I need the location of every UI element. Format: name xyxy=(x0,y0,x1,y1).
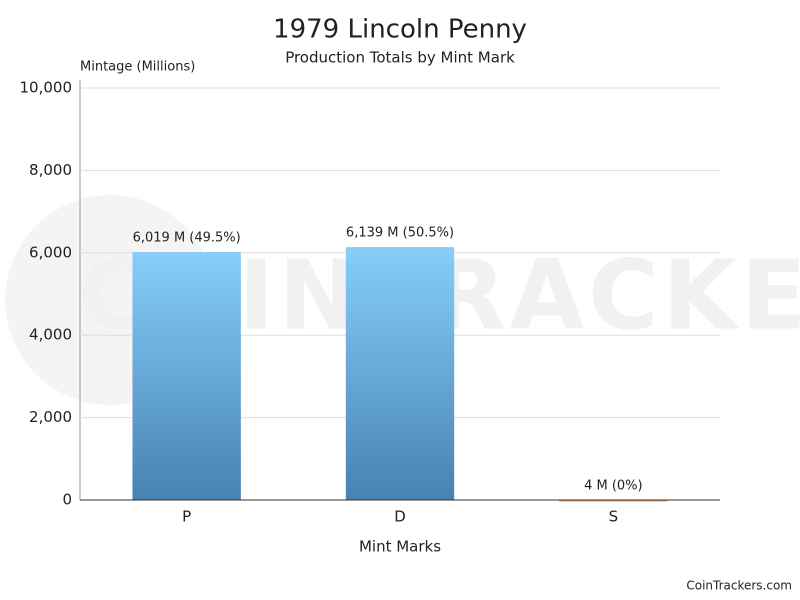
y-tick-label: 8,000 xyxy=(29,161,72,179)
y-tick-label: 10,000 xyxy=(20,79,73,97)
bar xyxy=(132,252,241,500)
bar xyxy=(345,247,455,500)
x-tick-label: D xyxy=(394,508,406,526)
chart-title: 1979 Lincoln Penny xyxy=(273,15,527,45)
y-axis-title: Mintage (Millions) xyxy=(80,60,195,75)
y-tick-label: 4,000 xyxy=(29,326,72,344)
y-tick-label: 0 xyxy=(62,491,72,509)
x-tick-label: P xyxy=(182,508,191,526)
credit: CoinTrackers.com xyxy=(686,579,792,593)
bar xyxy=(559,499,668,502)
y-tick-label: 2,000 xyxy=(29,408,72,426)
y-tick-label: 6,000 xyxy=(29,243,72,261)
x-tick-label: S xyxy=(609,508,619,526)
value-label: 4 M (0%) xyxy=(584,478,643,493)
value-label: 6,139 M (50.5%) xyxy=(346,226,454,241)
chart-subtitle: Production Totals by Mint Mark xyxy=(285,49,515,67)
x-axis-title: Mint Marks xyxy=(359,538,441,556)
value-label: 6,019 M (49.5%) xyxy=(133,231,241,246)
